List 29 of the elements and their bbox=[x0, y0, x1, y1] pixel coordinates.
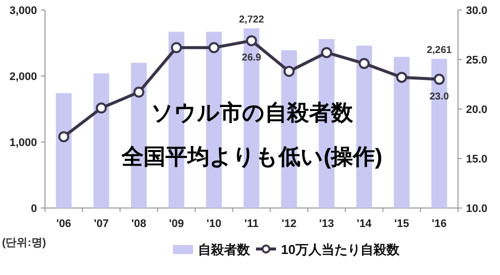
x-tick: '08 bbox=[131, 218, 146, 230]
y-tick: 3,000 bbox=[9, 5, 37, 17]
x-tick: '15 bbox=[394, 218, 410, 230]
annotation: (단위:명) bbox=[2, 237, 46, 249]
legend-label: 10万人当たり自殺数 bbox=[281, 242, 400, 257]
annotation: ソウル市の自殺者数 bbox=[151, 100, 353, 125]
x-tick: '16 bbox=[432, 218, 447, 230]
legend-label: 自殺者数 bbox=[198, 242, 250, 257]
x-tick: '09 bbox=[168, 218, 184, 230]
x-tick: '07 bbox=[94, 218, 109, 230]
x-tick: '13 bbox=[319, 218, 334, 230]
x-tick: '10 bbox=[206, 218, 222, 230]
y2-tick: 20.0 bbox=[466, 104, 488, 116]
data-label: 2,722 bbox=[238, 14, 264, 26]
y2-tick: 10.0 bbox=[466, 203, 488, 215]
x-tick: '12 bbox=[282, 218, 296, 230]
data-label: 2,261 bbox=[426, 44, 452, 56]
x-tick: '14 bbox=[356, 218, 372, 230]
y-tick: 0 bbox=[30, 203, 37, 215]
annotation: 全国平均よりも低い(操作) bbox=[122, 144, 382, 169]
data-label: 26.9 bbox=[242, 52, 262, 64]
y2-tick: 30.0 bbox=[466, 5, 488, 17]
y2-tick: 25.0 bbox=[466, 54, 488, 66]
data-label: 23.0 bbox=[430, 91, 449, 102]
y2-tick: 15.0 bbox=[466, 154, 488, 166]
y-tick: 2,000 bbox=[9, 71, 37, 83]
y-tick: 1,000 bbox=[9, 137, 37, 149]
x-tick: '06 bbox=[56, 218, 72, 230]
x-tick: '11 bbox=[244, 218, 259, 230]
